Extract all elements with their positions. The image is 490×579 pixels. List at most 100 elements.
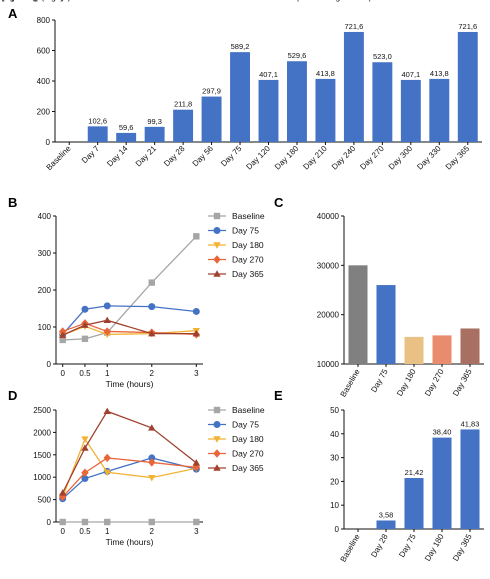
bar: [429, 78, 450, 142]
bar: [404, 336, 424, 364]
data-label: 59,6: [119, 123, 134, 132]
category-label: Day 75: [219, 144, 244, 169]
y-tick-label: 400: [38, 212, 52, 221]
y-tick-label: 800: [37, 16, 51, 25]
data-point: [58, 489, 67, 496]
data-point: [58, 331, 67, 338]
legend-label: Day 75: [232, 420, 259, 430]
data-label: 721,6: [345, 22, 364, 31]
data-label: 413,8: [430, 69, 449, 78]
bar: [144, 126, 165, 142]
data-point: [103, 302, 111, 310]
legend-label: Day 365: [232, 269, 264, 279]
category-label: Day 240: [330, 144, 358, 172]
x-tick-label: 3: [194, 369, 199, 378]
y-tick-label: 2000: [33, 428, 51, 437]
category-label: Baseline: [45, 144, 73, 172]
panel-letter: A: [8, 6, 18, 21]
panel-letter: D: [8, 388, 17, 403]
y-tick-label: 1500: [33, 451, 51, 460]
data-point: [148, 279, 155, 286]
bar: [87, 126, 108, 142]
data-point: [148, 303, 156, 311]
data-point: [103, 327, 111, 336]
category-label: Day 210: [301, 144, 329, 172]
bar: [287, 61, 307, 142]
data-label: 721,6: [458, 22, 477, 31]
data-point: [193, 233, 200, 240]
data-point: [148, 424, 156, 431]
data-point: [213, 227, 221, 234]
y-tick-label: 0: [47, 518, 52, 527]
category-label: Day 180: [273, 144, 301, 172]
category-label: Baseline: [339, 367, 362, 399]
x-tick-label: 1: [105, 527, 110, 536]
data-point: [148, 454, 156, 462]
category-label: Day 300: [387, 144, 415, 172]
bar: [432, 437, 452, 529]
data-point: [213, 255, 221, 264]
y-tick-label: 30000: [317, 261, 340, 270]
x-tick-label: 2: [150, 369, 155, 378]
category-label: Baseline: [339, 532, 362, 564]
data-point: [81, 468, 89, 477]
data-label: 413,8: [316, 69, 335, 78]
bar: [348, 265, 368, 364]
data-point: [81, 518, 89, 526]
bar: [376, 285, 396, 364]
y-axis-title: BETA-2 Score: [291, 0, 345, 2]
legend-label: Day 75: [232, 226, 259, 236]
category-label: Day 75: [369, 367, 390, 394]
data-point: [192, 329, 201, 337]
y-tick-label: 0: [335, 525, 340, 534]
y-tick-label: 500: [38, 496, 52, 505]
data-label: 102,6: [88, 116, 107, 125]
bar: [376, 520, 396, 529]
y-axis-title: Area under the curve (X 1000 mg/dL·min): [215, 0, 372, 2]
category-label: Day 56: [191, 144, 216, 169]
data-point: [81, 305, 89, 313]
y-tick-label: 200: [38, 286, 52, 295]
data-label: 3,58: [379, 510, 394, 519]
panel-d: 05001000150020002500C-peptide (pmol/L)00…: [0, 0, 265, 547]
category-label: Day 75: [397, 532, 418, 559]
y-tick-label: 20: [330, 477, 339, 486]
category-label: Day 28: [162, 144, 187, 169]
data-point: [103, 469, 111, 476]
panel-a: 0200400600800Fasting C-peptide (pmol/L)B…: [0, 0, 482, 172]
data-label: 407,1: [401, 70, 420, 79]
data-label: 589,2: [231, 42, 250, 51]
panel-letter: C: [274, 195, 284, 210]
data-point: [104, 518, 111, 526]
data-point: [148, 458, 156, 467]
bar: [258, 79, 279, 142]
category-label: Day 28: [369, 532, 390, 559]
data-label: 99,3: [147, 117, 162, 126]
data-point: [213, 464, 221, 471]
category-label: Day 365: [451, 532, 474, 563]
data-point: [213, 436, 221, 443]
data-label: 523,0: [373, 52, 392, 61]
y-tick-label: 400: [37, 77, 51, 86]
data-point: [192, 459, 201, 466]
y-axis-title: C-peptide (pmol/L): [0, 0, 63, 2]
bar: [404, 478, 424, 529]
category-label: Day 365: [451, 367, 474, 398]
data-point: [213, 406, 221, 414]
category-label: Day 270: [358, 144, 386, 172]
data-label: 21,42: [405, 468, 424, 477]
y-tick-label: 40000: [317, 212, 340, 221]
legend-label: Baseline: [232, 211, 265, 221]
data-point: [213, 421, 221, 428]
data-point: [81, 335, 89, 343]
legend-label: Day 270: [232, 255, 264, 265]
data-label: 407,1: [259, 70, 278, 79]
y-tick-label: 2500: [33, 406, 51, 415]
x-tick-label: 0.5: [79, 369, 91, 378]
y-tick-label: 1000: [33, 473, 51, 482]
data-point: [103, 316, 111, 324]
x-axis-title: Time (hours): [106, 379, 154, 389]
bar: [400, 79, 421, 142]
data-point: [103, 453, 111, 463]
